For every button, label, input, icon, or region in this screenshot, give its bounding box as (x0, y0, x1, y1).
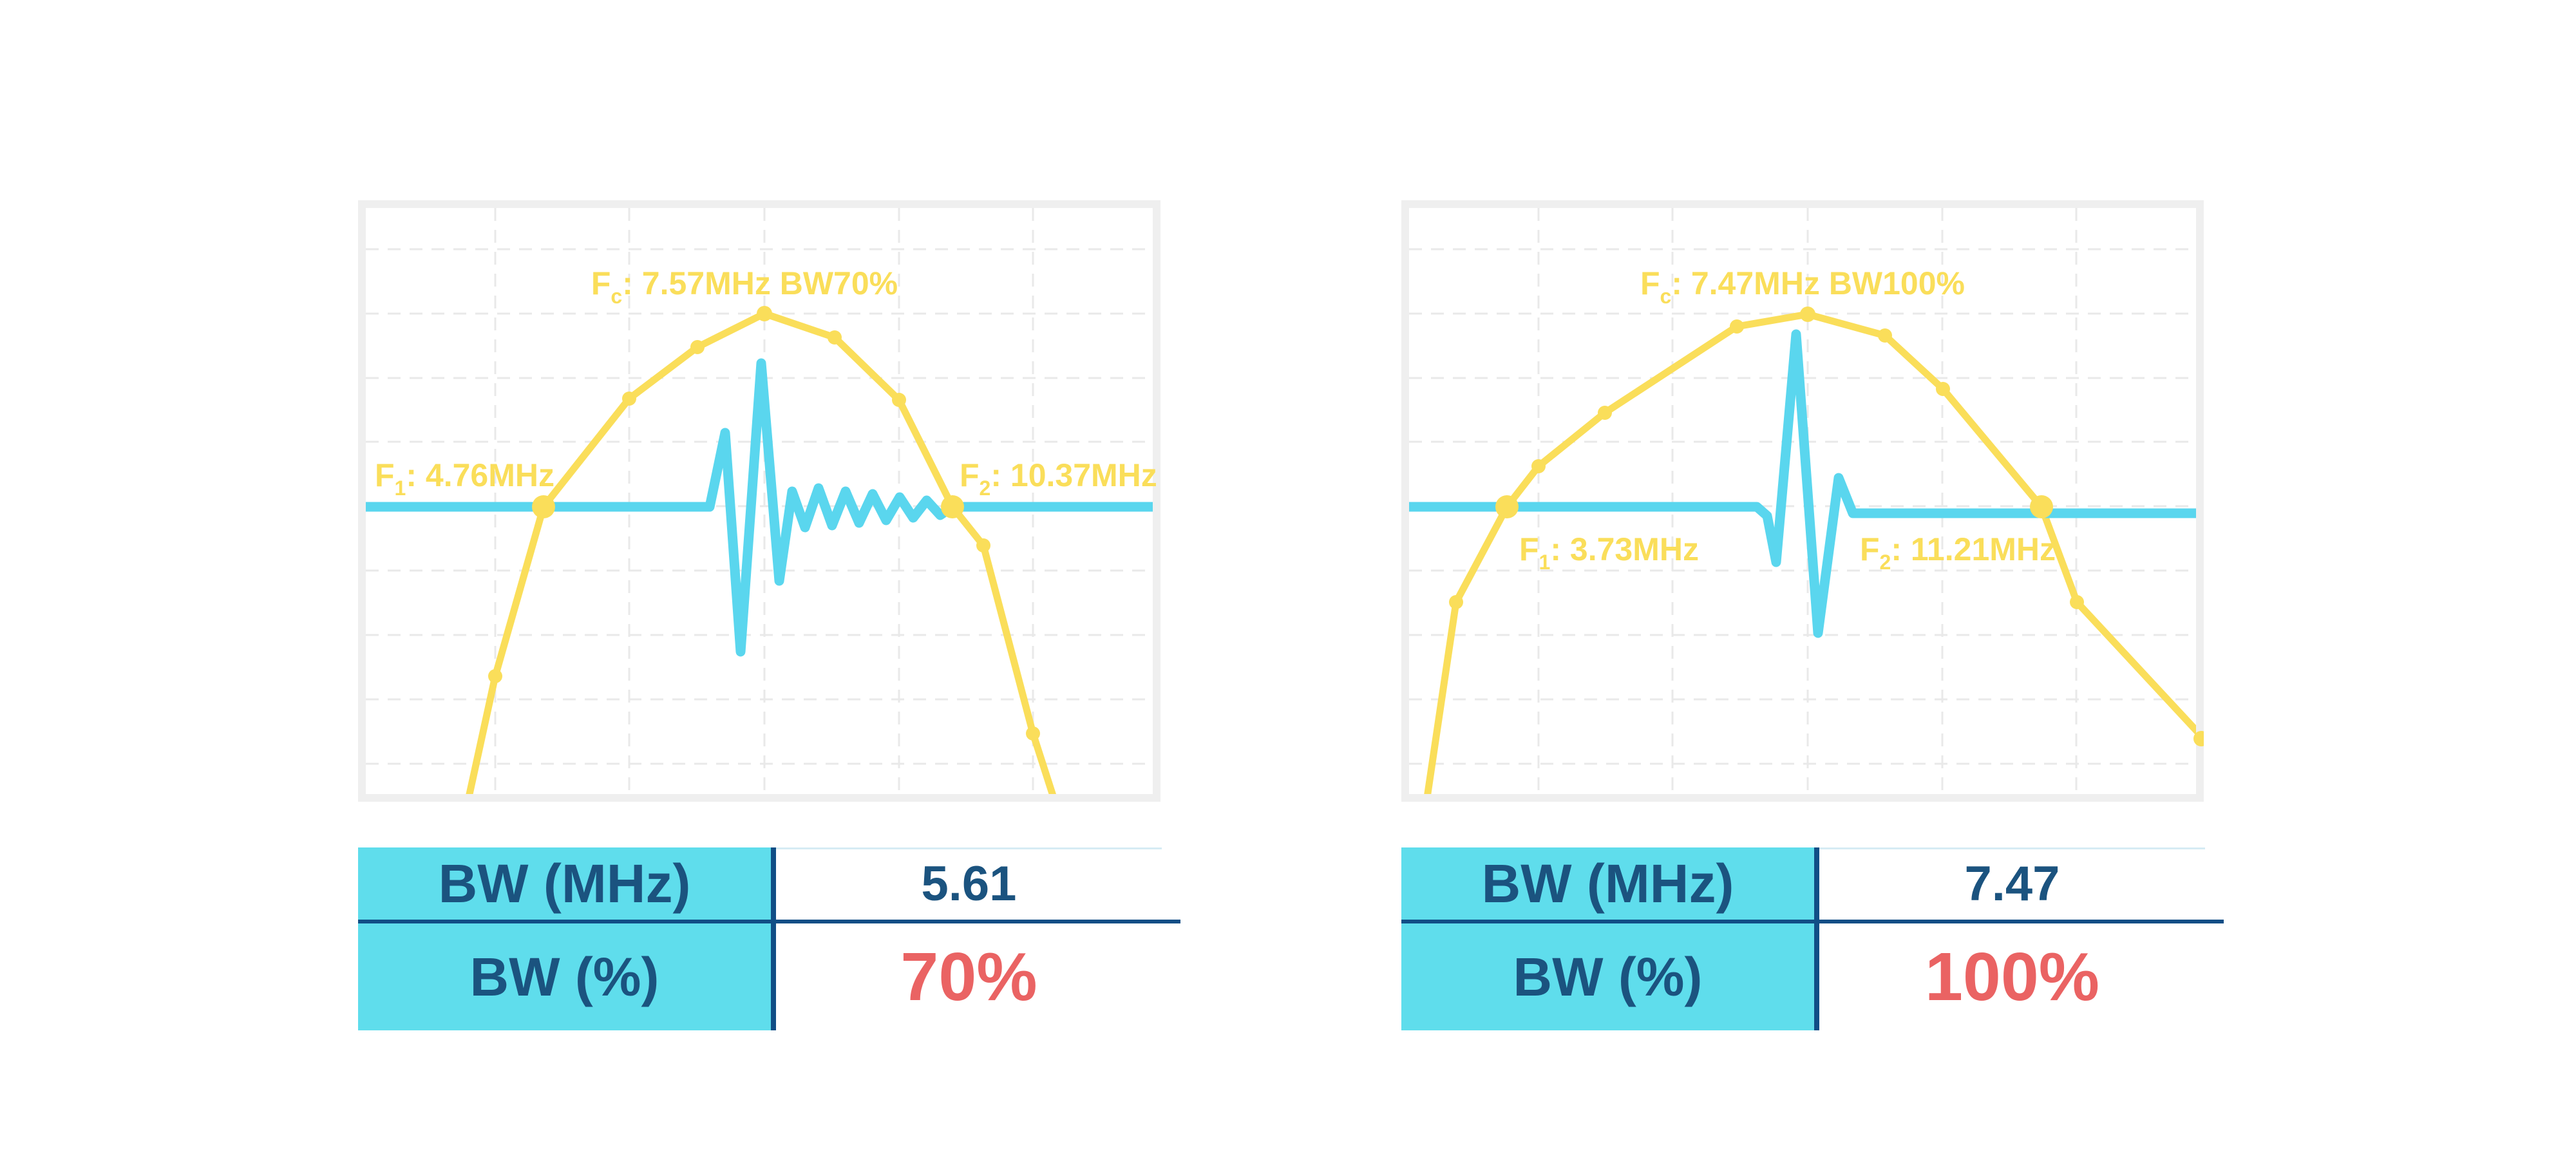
table-value-column-background (1819, 847, 2205, 1030)
spectrum-plot-broadband: Fc: 7.47MHz BW100% F1: 3.73MHz F2: 11.21… (1401, 200, 2204, 802)
f1-marker (532, 495, 555, 518)
data-point-marker (2070, 595, 2084, 609)
data-point-marker (1026, 726, 1040, 741)
edge-data-point-marker (2193, 731, 2204, 746)
f2-marker (941, 495, 964, 518)
plot-area (366, 208, 1153, 794)
data-point-marker (1730, 319, 1744, 334)
pulse-waveform (1409, 329, 2196, 638)
bw-mhz-value: 5.61 (921, 856, 1017, 911)
bw-mhz-row-label: BW (MHz) (1481, 853, 1734, 914)
data-point-marker (488, 669, 502, 683)
fc-label: Fc: 7.47MHz BW100% (1640, 265, 1965, 308)
plot-area (1409, 208, 2196, 794)
spectrum-markers (488, 306, 1040, 741)
f2-label: F2: 11.21MHz (1860, 531, 2056, 574)
f1-marker (1495, 495, 1519, 518)
bw-percent-row-label: BW (%) (469, 946, 659, 1007)
f1-label: F1: 3.73MHz (1519, 531, 1699, 574)
bw-mhz-value: 7.47 (1964, 856, 2060, 911)
bandwidth-table-broadband: BW (MHz) 7.47 BW (%) 100% (1401, 847, 2224, 1030)
spectrum-markers (1449, 307, 2204, 746)
table-row-divider (358, 920, 1180, 923)
data-point-marker (828, 330, 842, 345)
data-point-marker (1936, 382, 1950, 396)
table-vertical-divider (1814, 847, 1819, 1030)
data-point-marker (1878, 328, 1892, 343)
table-top-hairline (776, 847, 1162, 849)
table-row-divider (1401, 920, 2224, 923)
table-value-column-background (776, 847, 1162, 1030)
data-point-marker (1598, 406, 1612, 420)
fc-label: Fc: 7.57MHz BW70% (591, 265, 898, 308)
f2-label: F2: 10.37MHz (960, 457, 1157, 500)
table-label-column-background (358, 847, 771, 1030)
data-point-marker (622, 392, 636, 406)
spectrum-curve (466, 310, 1056, 794)
spectrum-curve (1424, 310, 2196, 794)
peak-marker (1800, 307, 1815, 322)
data-point-marker (1449, 595, 1463, 609)
bandwidth-table-narrowband: BW (MHz) 5.61 BW (%) 70% (358, 847, 1180, 1030)
pulse-waveform (366, 358, 1153, 657)
spectrum-plot-narrowband: Fc: 7.57MHz BW70% F1: 4.76MHz F2: 10.37M… (358, 200, 1160, 802)
bw-mhz-row-label: BW (MHz) (438, 853, 691, 914)
bw-percent-value: 70% (900, 938, 1037, 1015)
bw-percent-row-label: BW (%) (1513, 946, 1703, 1007)
data-point-marker (976, 538, 990, 553)
table-vertical-divider (771, 847, 776, 1030)
data-point-marker (892, 393, 906, 407)
grid (366, 208, 1153, 794)
data-point-marker (690, 340, 705, 354)
bw-percent-value: 100% (1924, 938, 2100, 1015)
data-point-marker (1531, 459, 1546, 473)
table-top-hairline (1819, 847, 2205, 849)
f1-label: F1: 4.76MHz (375, 457, 554, 500)
table-label-column-background (1401, 847, 1814, 1030)
f2-marker (2030, 495, 2053, 518)
peak-marker (757, 306, 772, 321)
